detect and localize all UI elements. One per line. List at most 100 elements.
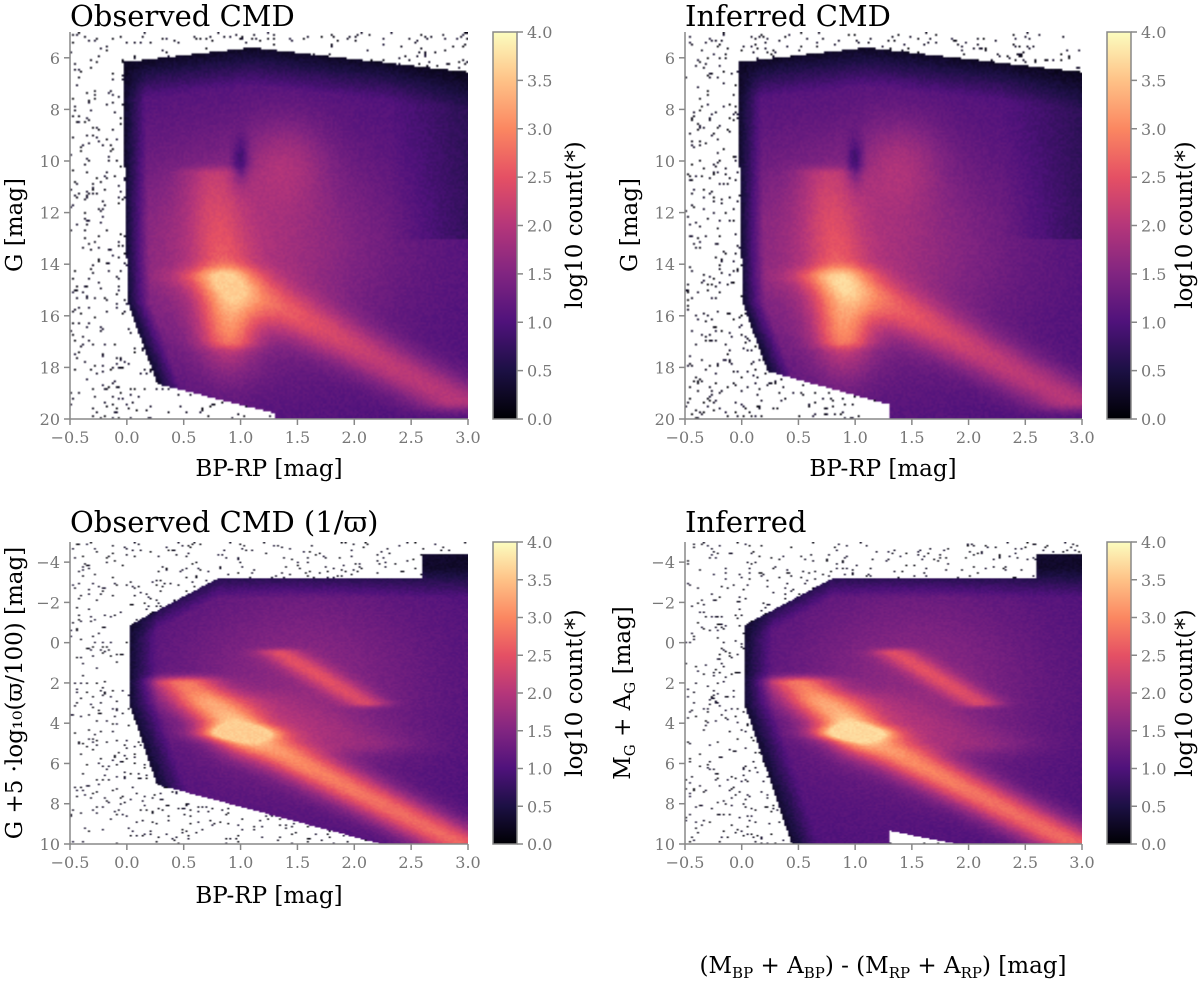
y-tick-label: 8 [50, 100, 60, 119]
x-tick-label: 1.5 [285, 428, 310, 447]
y-axis-label: MG + AG [mag] [610, 606, 639, 780]
colorbar-ramp [493, 542, 517, 844]
panel-title: Inferred CMD [685, 0, 891, 33]
y-tick-label: 8 [50, 795, 60, 814]
colorbar-label: log10 count(*) [562, 141, 588, 309]
colorbar-tick-label: 1.0 [1141, 313, 1166, 332]
colorbar-ramp [493, 32, 517, 419]
panel-observed-cmd-parallax: Observed CMD (1/ϖ) −0.5 0.0 0.5 1.0 1.5 2.0 2.… [2, 505, 588, 909]
x-tick-label: −0.5 [51, 853, 90, 872]
colorbar-tick-label: 0.5 [527, 797, 552, 816]
panel-title: Observed CMD [70, 0, 295, 33]
x-tick-label: 2.0 [342, 853, 367, 872]
y-tick-label: −2 [36, 593, 60, 612]
x-axis-label: BP-RP [mag] [809, 456, 956, 482]
colorbar-tick-label: 2.5 [527, 646, 552, 665]
x-tick-label: 0.5 [171, 428, 196, 447]
colorbar-tick-label: 1.5 [1141, 265, 1166, 284]
x-tick-label: −0.5 [51, 428, 90, 447]
panel-title: Inferred [685, 505, 806, 539]
x-tick-label: 1.5 [899, 853, 924, 872]
colorbar-tick-label: 4.0 [1141, 23, 1166, 42]
axes: −0.5 0.0 0.5 1.0 1.5 2.0 2.5 3.0 6 8 10 12 14 16 18 20 [655, 32, 1095, 447]
colorbar-tick-label: 0.5 [1141, 362, 1166, 381]
colorbar-tick-label: 3.0 [527, 609, 552, 628]
y-axis-label: G [mag] [2, 178, 28, 272]
x-tick-label: 2.5 [398, 853, 423, 872]
x-tick-label: 1.5 [899, 428, 924, 447]
x-tick-label: 0.0 [729, 853, 754, 872]
y-tick-label: 10 [40, 152, 60, 171]
colorbar-tick-label: 3.5 [527, 571, 552, 590]
panel-inferred-absolute: Inferred −0.5 0.0 0.5 1.0 1.5 2.0 2.5 3.0 −4 −2 0 2… [610, 505, 1198, 982]
x-axis-label: (MBP + ABP) - (MRP + ARP) [mag] [700, 953, 1067, 982]
x-tick-label: 2.0 [956, 428, 981, 447]
colorbar-tick-label: 4.0 [527, 533, 552, 552]
colorbar-tick-label: 0.0 [1141, 835, 1166, 854]
y-tick-label: 10 [40, 835, 60, 854]
colorbar-tick-label: 3.0 [1141, 120, 1166, 139]
x-tick-label: 2.0 [956, 853, 981, 872]
y-tick-label: 4 [50, 714, 60, 733]
colorbar-tick-label: 0.0 [527, 835, 552, 854]
colorbar-ticks: 0.0 0.5 1.0 1.5 2.0 2.5 3.0 3.5 4.0 [517, 23, 552, 429]
x-tick-label: 2.5 [1013, 428, 1038, 447]
y-tick-label: 8 [665, 795, 675, 814]
colorbar-tick-label: 3.0 [1141, 609, 1166, 628]
colorbar-tick-label: 1.0 [1141, 760, 1166, 779]
colorbar-label: log10 count(*) [562, 609, 588, 777]
x-tick-label: 3.0 [1069, 428, 1094, 447]
colorbar-tick-label: 1.5 [1141, 722, 1166, 741]
colorbar-ticks: 0.0 0.5 1.0 1.5 2.0 2.5 3.0 3.5 4.0 [1131, 533, 1166, 854]
y-tick-label: 10 [655, 835, 675, 854]
y-tick-label: 2 [665, 674, 675, 693]
x-tick-label: −0.5 [666, 853, 705, 872]
y-tick-label: 18 [40, 358, 60, 377]
colorbar-tick-label: 3.0 [527, 120, 552, 139]
x-tick-label: 0.5 [786, 428, 811, 447]
colorbar-tick-label: 4.0 [1141, 533, 1166, 552]
density-heatmap [685, 542, 1082, 844]
y-tick-label: 16 [655, 307, 675, 326]
y-tick-label: 18 [655, 358, 675, 377]
y-tick-label: 10 [655, 152, 675, 171]
y-tick-label: 20 [40, 410, 60, 429]
colorbar: 0.0 0.5 1.0 1.5 2.0 2.5 3.0 3.5 4.0 log10 count(… [1106, 533, 1198, 854]
x-tick-label: 1.0 [228, 428, 253, 447]
y-tick-label: 6 [665, 49, 675, 68]
colorbar-tick-label: 0.5 [1141, 797, 1166, 816]
y-axis-label: G [mag] [617, 178, 643, 272]
density-heatmap [70, 32, 468, 419]
panel-observed-cmd: Observed CMD −0.5 0.0 0.5 1.0 1.5 2.0 2.5 3.0 6 8… [2, 0, 588, 482]
colorbar-ramp [1107, 542, 1131, 844]
y-tick-label: 12 [40, 204, 60, 223]
x-tick-label: 3.0 [455, 853, 480, 872]
colorbar-tick-label: 2.5 [1141, 168, 1166, 187]
colorbar-ticks: 0.0 0.5 1.0 1.5 2.0 2.5 3.0 3.5 4.0 [517, 533, 552, 854]
colorbar-tick-label: 4.0 [527, 23, 552, 42]
density-heatmap [685, 32, 1082, 419]
y-tick-label: 0 [665, 634, 675, 653]
x-axis-label: BP-RP [mag] [195, 883, 342, 909]
panel-title: Observed CMD (1/ϖ) [70, 505, 378, 539]
colorbar-ramp [1107, 32, 1131, 419]
colorbar-tick-label: 0.0 [1141, 410, 1166, 429]
axes: −0.5 0.0 0.5 1.0 1.5 2.0 2.5 3.0 −4 −2 0 2 4 6 8 10 [36, 542, 481, 872]
y-tick-label: −4 [36, 553, 60, 572]
panel-inferred-cmd: Inferred CMD −0.5 0.0 0.5 1.0 1.5 2.0 2.5 3.0 6 8… [617, 0, 1198, 482]
y-tick-label: 6 [665, 754, 675, 773]
y-tick-label: 0 [50, 634, 60, 653]
y-tick-label: 6 [50, 754, 60, 773]
x-tick-label: 3.0 [1069, 853, 1094, 872]
colorbar-tick-label: 0.0 [527, 410, 552, 429]
colorbar-tick-label: 2.5 [1141, 646, 1166, 665]
colorbar-label: log10 count(*) [1172, 609, 1198, 777]
colorbar-tick-label: 2.0 [527, 217, 552, 236]
colorbar-tick-label: 1.0 [527, 760, 552, 779]
x-tick-label: 1.0 [842, 853, 867, 872]
axes: −0.5 0.0 0.5 1.0 1.5 2.0 2.5 3.0 6 8 10 12 14 16 18 20 [40, 32, 481, 447]
x-axis-label: BP-RP [mag] [195, 456, 342, 482]
colorbar: 0.0 0.5 1.0 1.5 2.0 2.5 3.0 3.5 4.0 log10 count(… [492, 23, 588, 429]
colorbar-tick-label: 3.5 [1141, 571, 1166, 590]
